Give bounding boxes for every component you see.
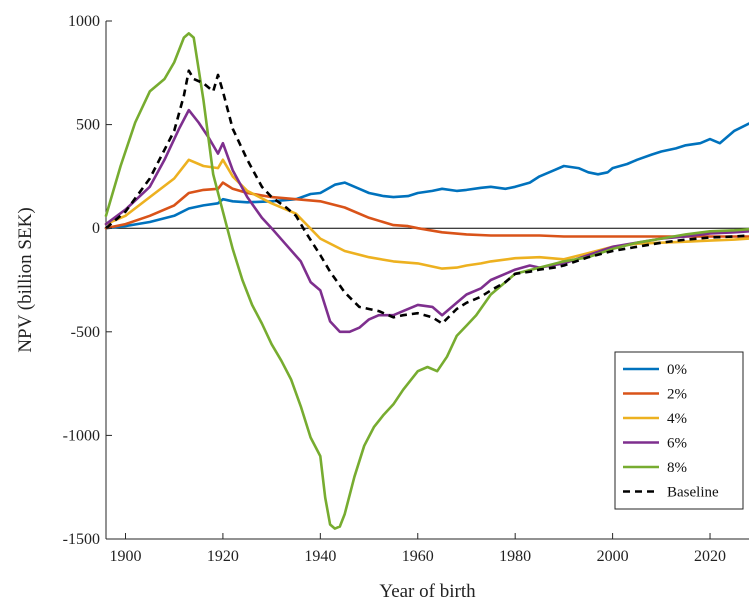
legend-label: 6% (667, 436, 687, 452)
legend-label: 4% (667, 411, 687, 427)
y-tick-label: -500 (71, 324, 100, 341)
y-tick-label: 0 (92, 220, 100, 237)
y-axis-ticks: -1500 -1000 -500 0 500 1000 (63, 13, 112, 548)
legend-label: 8% (667, 460, 687, 476)
series-line-1 (104, 122, 749, 230)
x-tick-label: 1980 (499, 548, 531, 565)
legend-label: 0% (667, 362, 687, 378)
y-tick-label: -1500 (63, 531, 100, 548)
legend-label: 2% (667, 387, 687, 403)
x-axis-title: Year of birth (379, 581, 476, 602)
y-tick-label: -1000 (63, 427, 100, 444)
legend-box (614, 351, 744, 510)
y-tick-label: 1000 (68, 13, 100, 30)
y-tick-label: 500 (76, 117, 100, 134)
series-line-4 (104, 108, 749, 334)
x-tick-label: 2020 (694, 548, 726, 565)
x-tick-label: 1920 (207, 548, 239, 565)
legend: 0% 2% 4% 6% 8% Baseline (614, 351, 744, 510)
series-lines (104, 32, 749, 530)
series-line-5 (104, 32, 749, 530)
series-line-2 (104, 181, 749, 238)
y-axis-title: NPV (billion SEK) (15, 207, 36, 352)
x-tick-label: 1900 (109, 548, 141, 565)
plot-area (105, 21, 749, 540)
x-axis-ticks: 1900 1920 1940 1960 1980 2000 2020 (109, 533, 726, 565)
legend-label: Baseline (667, 485, 719, 501)
series-line-6 (105, 69, 749, 325)
x-tick-label: 2000 (597, 548, 629, 565)
x-tick-label: 1940 (304, 548, 336, 565)
x-tick-label: 1960 (402, 548, 434, 565)
series-line-3 (104, 158, 749, 270)
